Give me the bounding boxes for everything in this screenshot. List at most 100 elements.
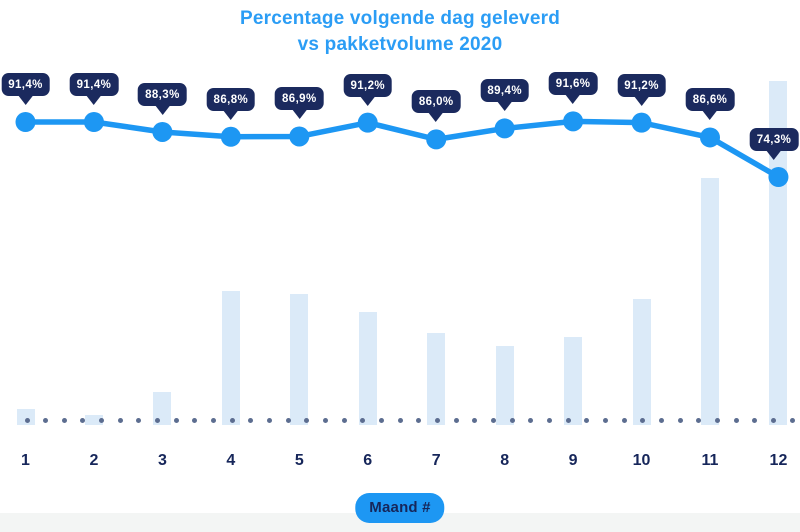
delivery-point-month-9 bbox=[563, 111, 584, 132]
volume-bar-month-11 bbox=[701, 178, 719, 425]
baseline-dot bbox=[752, 417, 758, 423]
baseline-dot bbox=[435, 417, 441, 423]
x-axis-label-month-5: 5 bbox=[294, 452, 304, 469]
value-tooltip-label: 86,8% bbox=[213, 93, 249, 106]
baseline-dot bbox=[136, 417, 142, 423]
baseline-dot bbox=[24, 417, 30, 423]
baseline-dot bbox=[323, 417, 329, 423]
baseline-dot bbox=[304, 417, 310, 423]
baseline-dot bbox=[509, 417, 515, 423]
baseline-dot bbox=[173, 417, 179, 423]
value-tooltip-label: 88,3% bbox=[145, 88, 180, 101]
delivery-point-month-1 bbox=[15, 112, 36, 132]
value-tooltip-label: 91,4% bbox=[76, 79, 112, 91]
delivery-point-month-4 bbox=[220, 126, 241, 147]
x-axis-label-month-4: 4 bbox=[226, 452, 236, 469]
delivery-line bbox=[22, 118, 782, 180]
value-tooltip-label: 91,6% bbox=[555, 78, 591, 91]
value-tooltip-month-9: 91,6% bbox=[548, 72, 598, 96]
value-tooltip-label: 86,0% bbox=[418, 96, 454, 109]
baseline-dot bbox=[602, 417, 608, 423]
x-axis-label-month-12: 12 bbox=[769, 452, 788, 469]
chart-title: Percentage volgende dag geleverd vs pakk… bbox=[0, 6, 800, 58]
volume-bar-month-3 bbox=[153, 391, 172, 425]
x-axis-title-badge: Maand # bbox=[355, 493, 445, 523]
baseline-dot bbox=[379, 417, 385, 423]
x-axis-label-month-3: 3 bbox=[157, 452, 167, 469]
delivery-point-month-10 bbox=[631, 112, 652, 133]
baseline-dot bbox=[491, 417, 496, 423]
baseline-dot bbox=[789, 417, 795, 423]
baseline-dot bbox=[229, 417, 235, 423]
baseline-dot bbox=[267, 417, 273, 423]
x-axis-label-month-8: 8 bbox=[500, 452, 510, 469]
value-tooltip-month-3: 88,3% bbox=[138, 82, 187, 106]
chart-title-line2: vs pakketvolume 2020 bbox=[297, 34, 503, 55]
value-tooltip-label: 74,3% bbox=[756, 134, 792, 146]
value-tooltip-month-10: 91,2% bbox=[617, 73, 666, 97]
baseline-dot bbox=[248, 417, 254, 423]
delivery-point-month-3 bbox=[152, 121, 173, 142]
value-tooltip-month-4: 86,8% bbox=[206, 87, 256, 111]
baseline-dot bbox=[397, 417, 403, 423]
baseline-dot bbox=[677, 417, 683, 423]
delivery-point-month-7 bbox=[426, 129, 447, 150]
baseline-dot bbox=[117, 417, 123, 423]
volume-bar-month-5 bbox=[290, 293, 309, 425]
value-tooltip-label: 91,4% bbox=[8, 79, 43, 91]
volume-bar-month-1 bbox=[16, 408, 35, 425]
baseline-dot bbox=[43, 417, 49, 423]
baseline-dot bbox=[155, 417, 161, 423]
value-tooltip-month-7: 86,0% bbox=[411, 90, 461, 114]
baseline-dot bbox=[80, 417, 86, 423]
value-tooltip-label: 86,9% bbox=[281, 93, 317, 106]
volume-bar-month-6 bbox=[358, 312, 377, 425]
volume-bar-month-10 bbox=[632, 299, 651, 425]
baseline-dot bbox=[211, 417, 217, 423]
value-tooltip-month-8: 89,4% bbox=[480, 79, 529, 103]
x-axis-label-month-10: 10 bbox=[632, 452, 651, 469]
baseline-dot bbox=[546, 417, 552, 423]
volume-bar-month-12 bbox=[769, 81, 788, 425]
x-axis-label-month-11: 11 bbox=[701, 452, 719, 469]
baseline-dot bbox=[416, 417, 422, 423]
value-tooltip-month-11: 86,6% bbox=[685, 88, 735, 112]
x-axis-label-month-2: 2 bbox=[89, 452, 99, 469]
volume-bar-month-7 bbox=[427, 333, 446, 425]
x-axis-label-month-6: 6 bbox=[363, 452, 373, 469]
baseline-dot bbox=[192, 417, 198, 423]
baseline-dot bbox=[696, 417, 702, 423]
delivery-point-month-8 bbox=[494, 118, 515, 139]
x-axis-label-month-9: 9 bbox=[568, 452, 578, 469]
x-axis-label-month-7: 7 bbox=[431, 452, 441, 469]
delivery-point-month-12 bbox=[768, 167, 789, 188]
volume-bar-month-8 bbox=[495, 345, 514, 425]
volume-bar-month-2 bbox=[84, 415, 103, 425]
delivery-point-month-6 bbox=[357, 112, 378, 133]
volume-bar-month-4 bbox=[221, 290, 240, 425]
baseline-dot bbox=[472, 417, 478, 423]
value-tooltip-label: 89,4% bbox=[487, 85, 522, 98]
value-tooltip-month-12: 74,3% bbox=[749, 128, 799, 151]
value-tooltip-label: 91,2% bbox=[624, 79, 659, 92]
value-tooltip-month-5: 86,9% bbox=[274, 87, 324, 111]
baseline-dot bbox=[640, 417, 646, 423]
baseline-dot bbox=[658, 417, 664, 423]
baseline-dot bbox=[341, 417, 347, 423]
baseline-dot bbox=[714, 417, 720, 423]
baseline-dot bbox=[770, 417, 776, 423]
value-tooltip-label: 86,6% bbox=[692, 94, 728, 107]
baseline-dot bbox=[453, 417, 459, 423]
baseline-dot bbox=[621, 417, 627, 423]
baseline-dot bbox=[99, 417, 105, 423]
chart-title-line1: Percentage volgende dag geleverd bbox=[239, 8, 560, 29]
baseline-dot bbox=[565, 417, 571, 423]
baseline-dot bbox=[528, 417, 534, 423]
delivery-point-month-2 bbox=[83, 112, 104, 132]
x-axis-title-label: Maand # bbox=[369, 499, 431, 516]
volume-bar-month-9 bbox=[564, 336, 583, 425]
value-tooltip-month-1: 91,4% bbox=[1, 73, 50, 96]
delivery-point-month-11 bbox=[700, 127, 720, 148]
